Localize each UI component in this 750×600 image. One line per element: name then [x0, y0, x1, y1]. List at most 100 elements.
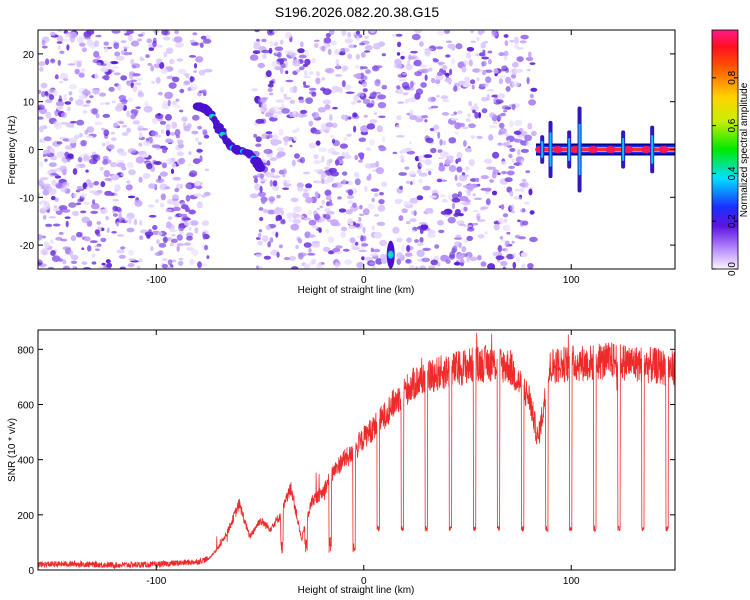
spectral-blob	[311, 91, 317, 97]
spectral-blob	[58, 95, 62, 102]
spectral-blob	[492, 68, 499, 74]
colorbar-label: Normalized spectral amplitude	[739, 82, 750, 217]
spectral-blob	[78, 94, 88, 100]
spectral-blob	[293, 111, 296, 115]
spectral-blob	[126, 180, 131, 184]
spectral-blob	[196, 201, 203, 209]
spectral-blob	[528, 188, 533, 196]
spectral-blob	[419, 237, 424, 243]
spectral-blob	[521, 208, 526, 213]
spectral-blob	[56, 151, 65, 158]
spectral-blob	[53, 120, 61, 127]
spectral-blob	[488, 58, 492, 65]
carrier-spike-core	[651, 135, 654, 164]
spectral-blob	[196, 148, 203, 153]
spectral-blob	[500, 239, 506, 243]
spectral-blob	[67, 63, 76, 66]
spectral-blob	[322, 88, 332, 95]
spectral-blob	[152, 37, 157, 44]
spectral-blob	[131, 63, 141, 69]
spectral-blob	[146, 38, 153, 44]
spectral-blob	[472, 222, 479, 226]
spectral-blob	[120, 173, 124, 176]
spectral-blob	[343, 136, 348, 141]
spectral-blob	[492, 151, 500, 159]
spectral-blob	[514, 188, 522, 192]
spectral-blob	[113, 122, 119, 128]
spectral-blob	[124, 216, 132, 223]
spectral-blob	[471, 84, 475, 90]
spectral-blob	[82, 89, 91, 96]
spectral-blob	[396, 85, 401, 90]
spectral-blob	[400, 155, 405, 160]
spectral-blob	[288, 216, 292, 223]
spectral-blob	[520, 187, 525, 193]
spectral-blob	[504, 177, 513, 183]
spectral-blob	[100, 181, 106, 188]
spectral-blob	[326, 211, 335, 215]
spectral-blob	[166, 199, 175, 205]
spectral-blob	[126, 30, 134, 35]
spectral-blob	[172, 194, 179, 202]
spectral-blob	[93, 181, 100, 186]
spectral-blob	[430, 147, 437, 154]
spectral-blob	[477, 255, 482, 261]
spectral-blob	[379, 191, 384, 196]
spectral-blob	[189, 258, 195, 266]
spectral-blob	[334, 159, 340, 166]
spectral-blob	[121, 166, 127, 171]
spectral-blob	[79, 154, 85, 158]
spectral-blob	[400, 158, 405, 163]
spectral-blob	[144, 231, 154, 237]
spectral-blob	[40, 177, 49, 181]
spectral-blob	[82, 104, 90, 107]
spectral-blob	[325, 67, 335, 74]
spectral-blob	[484, 69, 493, 73]
spectral-blob	[176, 234, 183, 241]
spectral-blob	[502, 213, 509, 218]
spectral-blob	[419, 228, 424, 235]
spectral-blob	[127, 148, 137, 154]
spectral-blob	[91, 261, 97, 265]
spectral-blob	[77, 156, 83, 163]
spectral-blob	[119, 266, 126, 269]
spectral-blob	[41, 45, 48, 49]
spectral-blob	[38, 261, 42, 266]
spectral-blob	[84, 129, 89, 135]
tone-arc-blob	[254, 163, 266, 173]
spectral-blob	[121, 124, 128, 128]
spectral-blob	[69, 96, 74, 102]
spectral-blob	[45, 99, 53, 103]
spectral-blob	[463, 59, 469, 66]
spectral-blob	[395, 124, 401, 129]
spectral-blob	[171, 101, 177, 105]
spectral-blob	[274, 46, 284, 51]
spectral-blob	[501, 171, 508, 175]
spectral-blob	[76, 36, 85, 44]
spectral-blob	[168, 237, 172, 240]
spectral-blob	[372, 264, 376, 269]
spectral-blob	[463, 206, 468, 212]
spectral-blob	[360, 235, 364, 242]
spectral-blob	[373, 214, 380, 217]
spectral-blob	[453, 85, 458, 92]
spectral-blob	[112, 210, 116, 213]
spectral-blob	[332, 122, 338, 128]
spectral-blob	[85, 186, 91, 191]
spectral-blob	[369, 30, 376, 33]
spectral-blob	[158, 242, 167, 248]
spectral-blob	[165, 114, 172, 121]
spectral-blob	[531, 130, 537, 137]
spectral-blob	[117, 84, 122, 91]
spectral-blob	[341, 179, 347, 185]
spectral-blob	[404, 98, 409, 104]
spectral-blob	[476, 212, 481, 217]
spectral-blob	[94, 229, 100, 235]
spectral-blob	[503, 34, 509, 38]
spectral-blob	[261, 38, 267, 43]
spectral-blob	[505, 76, 512, 84]
spectral-blob	[111, 66, 120, 69]
spectral-blob	[487, 263, 496, 269]
spectral-blob	[143, 105, 153, 113]
